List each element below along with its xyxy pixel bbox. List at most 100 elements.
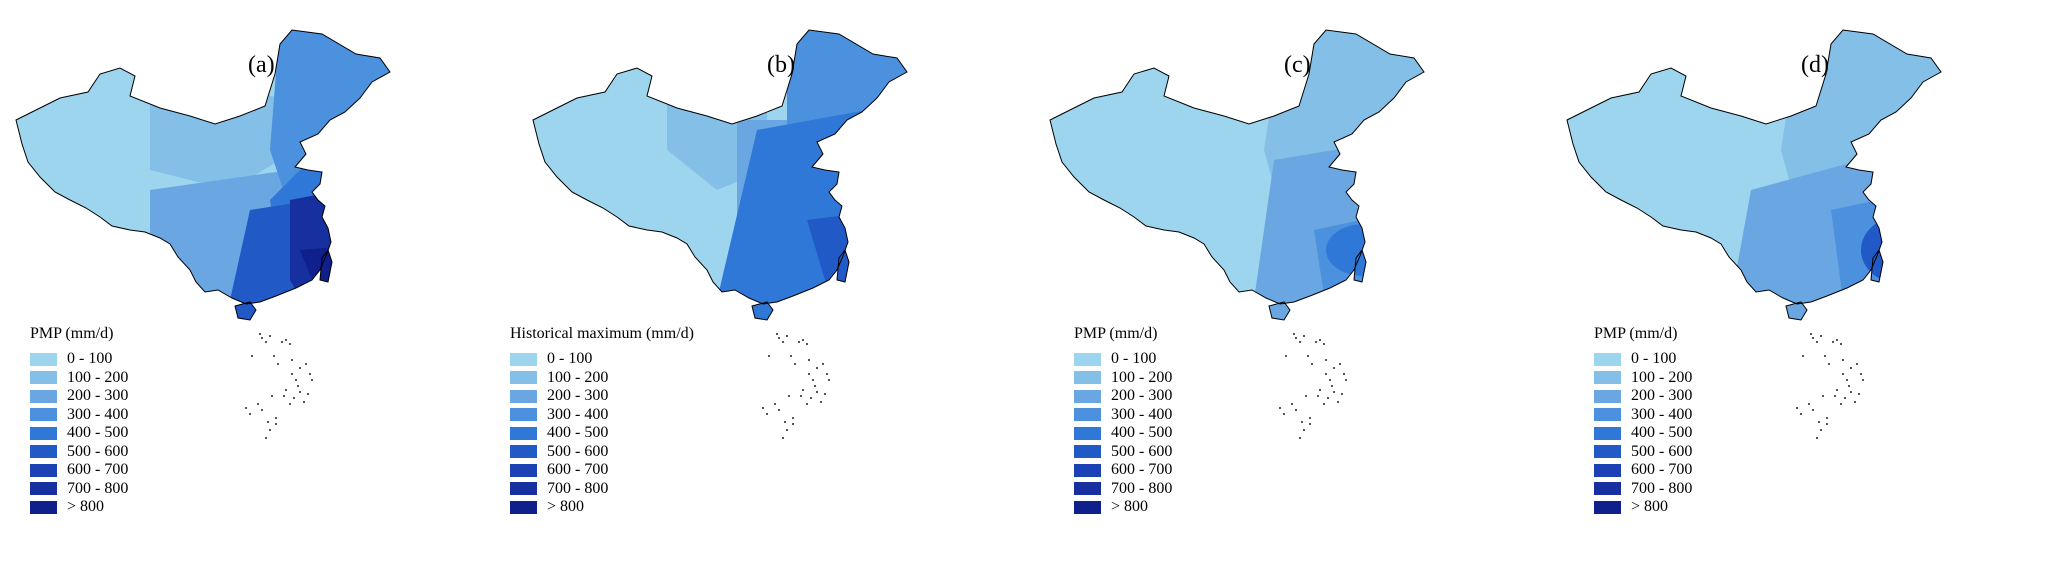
legend-item: 100 - 200 xyxy=(1074,369,1172,388)
legend-item: 600 - 700 xyxy=(30,461,128,480)
legend-swatch xyxy=(1594,371,1621,385)
island-dot xyxy=(273,355,275,357)
island-dot xyxy=(305,363,307,365)
island-dot xyxy=(1816,341,1818,343)
island-dot xyxy=(1854,401,1856,403)
legend-item: > 800 xyxy=(1594,498,1692,517)
legend-label: 0 - 100 xyxy=(1111,350,1157,368)
island-dot xyxy=(261,337,263,339)
island-dot xyxy=(259,333,261,335)
legend-swatch xyxy=(1594,426,1621,440)
island-dot xyxy=(816,367,818,369)
south-china-sea-islands xyxy=(762,333,830,439)
island-dot xyxy=(281,341,283,343)
island-dot xyxy=(297,385,299,387)
legend-item: 500 - 600 xyxy=(510,443,694,462)
island-dot xyxy=(269,429,271,431)
legend-swatch xyxy=(1074,426,1101,440)
class-700-800 xyxy=(1891,237,1931,273)
island-dot xyxy=(1327,397,1329,399)
island-dot xyxy=(812,379,814,381)
island-dot xyxy=(790,355,792,357)
island-dot xyxy=(798,341,800,343)
legend-swatch xyxy=(510,426,537,440)
legend-swatch xyxy=(1594,482,1621,496)
legend-item: 100 - 200 xyxy=(30,369,128,388)
class-400-500 xyxy=(1326,224,1402,276)
island-dot xyxy=(1299,341,1301,343)
legend-swatch xyxy=(1074,371,1101,385)
legend-label: 400 - 500 xyxy=(1111,424,1173,442)
precipitation-zones xyxy=(150,30,390,320)
legend-label: 400 - 500 xyxy=(1631,424,1693,442)
legend-label: 200 - 300 xyxy=(67,387,129,405)
island-dot xyxy=(1824,355,1826,357)
island-dot xyxy=(1323,343,1325,345)
legend-item: 300 - 400 xyxy=(1594,406,1692,425)
legend-swatch xyxy=(1074,352,1101,366)
legend-swatch xyxy=(30,482,57,496)
legend-item: 100 - 200 xyxy=(1594,369,1692,388)
legend-swatch xyxy=(1074,482,1101,496)
island-dot xyxy=(820,401,822,403)
island-dot xyxy=(1812,409,1814,411)
legend-label: > 800 xyxy=(1111,498,1149,516)
precipitation-zones xyxy=(1254,30,1424,320)
island-dot xyxy=(1315,341,1317,343)
class-500-600 xyxy=(807,210,897,320)
legend-swatch xyxy=(1594,408,1621,422)
island-dot xyxy=(1341,393,1343,395)
legend-item: 200 - 300 xyxy=(510,387,694,406)
island-dot xyxy=(814,385,816,387)
legend-swatch xyxy=(30,445,57,459)
map-panel-b: (b) Historical maximum (mm/d) 0 - 100 100… xyxy=(510,0,1034,583)
china-map xyxy=(532,29,947,439)
legend-label: 100 - 200 xyxy=(547,368,609,386)
island-dot xyxy=(1295,409,1297,411)
legend-title: PMP (mm/d) xyxy=(30,325,114,342)
legend-swatch xyxy=(30,371,57,385)
legend-item: > 800 xyxy=(30,498,128,517)
island-dot xyxy=(782,341,784,343)
legend-item: 500 - 600 xyxy=(30,443,128,462)
island-dot xyxy=(1283,413,1285,415)
legend-swatch xyxy=(1074,500,1101,514)
legend-label: 100 - 200 xyxy=(67,368,129,386)
legend-label: 700 - 800 xyxy=(547,479,609,497)
island-dot xyxy=(1345,379,1347,381)
island-dot xyxy=(269,335,271,337)
island-dot xyxy=(1816,437,1818,439)
island-dot xyxy=(1836,389,1838,391)
island-dot xyxy=(1860,373,1862,375)
island-dot xyxy=(778,409,780,411)
island-dot xyxy=(826,373,828,375)
china-outline xyxy=(15,29,391,321)
legend: PMP (mm/d) 0 - 100 100 - 200 200 - 300 300 … xyxy=(1594,325,1692,517)
island-dot xyxy=(782,437,784,439)
island-dot xyxy=(1826,417,1828,419)
legend-item: 700 - 800 xyxy=(30,480,128,499)
legend-swatch xyxy=(510,445,537,459)
legend-label: 0 - 100 xyxy=(1631,350,1677,368)
legend-item: 700 - 800 xyxy=(1074,480,1172,499)
legend-swatch xyxy=(1594,500,1621,514)
island-dot xyxy=(778,337,780,339)
island-dot xyxy=(1333,367,1335,369)
legend-label: 200 - 300 xyxy=(1631,387,1693,405)
island-dot xyxy=(784,421,786,423)
island-dot xyxy=(1796,407,1798,409)
island-dot xyxy=(1832,341,1834,343)
legend-item: 0 - 100 xyxy=(510,350,694,369)
class-600-700 xyxy=(817,350,947,420)
island-dot xyxy=(1309,417,1311,419)
island-dot xyxy=(307,393,309,395)
china-map xyxy=(15,29,391,439)
island-dot xyxy=(291,373,293,375)
class-200-300 xyxy=(1254,130,1424,320)
island-dot xyxy=(289,403,291,405)
legend-label: 600 - 700 xyxy=(67,461,129,479)
island-dot xyxy=(800,395,802,397)
island-dot xyxy=(1323,403,1325,405)
island-dot xyxy=(295,379,297,381)
island-dot xyxy=(1862,379,1864,381)
